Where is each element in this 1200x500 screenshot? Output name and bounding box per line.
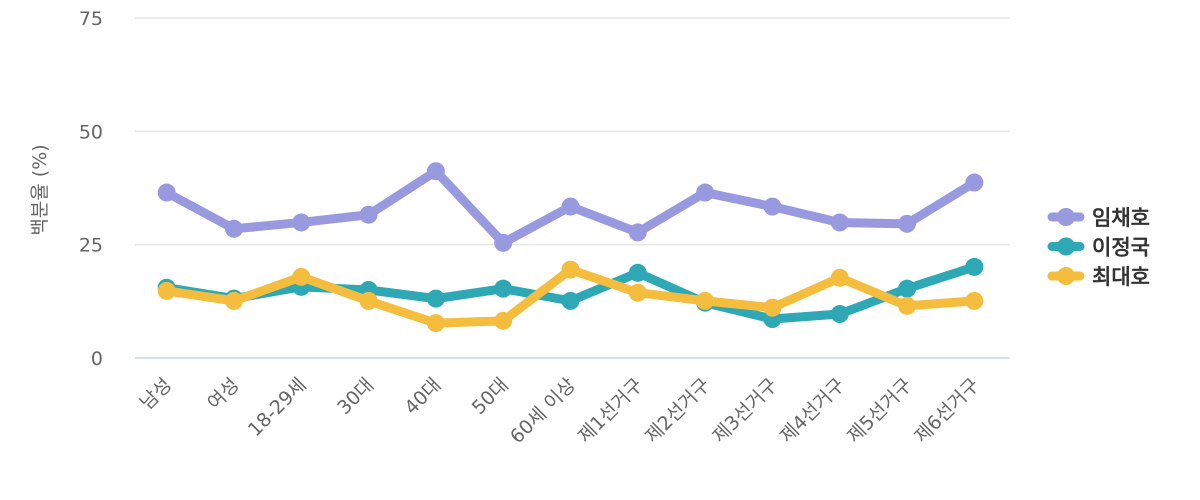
- data-point[interactable]: [359, 205, 378, 224]
- data-point[interactable]: [830, 213, 849, 232]
- legend-label: 이정국: [1092, 236, 1150, 260]
- data-point[interactable]: [965, 173, 984, 192]
- data-point[interactable]: [628, 223, 647, 242]
- x-tick-label: 제2선거구: [641, 374, 715, 448]
- legend-symbol: [1057, 237, 1075, 256]
- data-point[interactable]: [561, 291, 580, 310]
- x-tick-label: 30대: [333, 374, 378, 419]
- x-tick-label: 18-29세: [244, 374, 311, 441]
- x-tick-label: 60세 이상: [506, 374, 580, 448]
- x-tick-label: 제4선거구: [776, 374, 850, 448]
- data-point[interactable]: [359, 291, 378, 310]
- data-point[interactable]: [898, 214, 917, 233]
- data-point[interactable]: [561, 197, 580, 216]
- y-tick-label: 0: [91, 348, 103, 370]
- data-point[interactable]: [494, 279, 513, 298]
- x-tick-label: 40대: [400, 374, 445, 419]
- data-point[interactable]: [763, 197, 782, 216]
- series-임채호: [157, 162, 984, 252]
- data-point[interactable]: [628, 263, 647, 282]
- data-point[interactable]: [157, 183, 176, 202]
- data-point[interactable]: [696, 291, 715, 310]
- data-point[interactable]: [224, 219, 243, 238]
- data-point[interactable]: [494, 233, 513, 252]
- data-point[interactable]: [965, 257, 984, 276]
- data-point[interactable]: [830, 305, 849, 324]
- data-point[interactable]: [696, 183, 715, 202]
- legend-item[interactable]: 이정국: [1047, 236, 1150, 260]
- x-tick-label: 제1선거구: [574, 374, 648, 448]
- data-point[interactable]: [561, 260, 580, 279]
- data-point[interactable]: [965, 291, 984, 310]
- data-point[interactable]: [763, 298, 782, 317]
- legend-label: 임채호: [1092, 206, 1150, 230]
- x-tick-label: 제6선거구: [910, 374, 984, 448]
- legend-symbol: [1057, 208, 1075, 226]
- data-point[interactable]: [898, 279, 917, 298]
- data-point[interactable]: [292, 213, 311, 232]
- data-point[interactable]: [494, 311, 513, 330]
- x-tick-label: 여성: [203, 374, 243, 414]
- x-tick-label: 제5선거구: [843, 374, 917, 448]
- y-tick-label: 50: [79, 121, 103, 143]
- legend-item[interactable]: 최대호: [1047, 265, 1150, 289]
- x-tick-label: 남성: [136, 374, 176, 414]
- legend-symbol: [1057, 267, 1075, 285]
- data-point[interactable]: [224, 291, 243, 310]
- data-point[interactable]: [426, 162, 445, 181]
- data-point[interactable]: [628, 283, 647, 302]
- y-tick-label: 75: [79, 8, 103, 30]
- y-axis-title: 백분율 (%): [29, 144, 51, 235]
- x-tick-label: 50대: [468, 374, 513, 419]
- data-point[interactable]: [830, 268, 849, 287]
- legend-label: 최대호: [1092, 265, 1150, 289]
- data-point[interactable]: [157, 281, 176, 300]
- series-최대호: [157, 260, 984, 333]
- x-tick-label: 제3선거구: [708, 374, 782, 448]
- data-point[interactable]: [898, 296, 917, 315]
- legend-item[interactable]: 임채호: [1047, 206, 1150, 230]
- y-tick-label: 25: [79, 235, 103, 257]
- data-point[interactable]: [292, 267, 311, 286]
- data-point[interactable]: [426, 289, 445, 308]
- data-point[interactable]: [426, 314, 445, 333]
